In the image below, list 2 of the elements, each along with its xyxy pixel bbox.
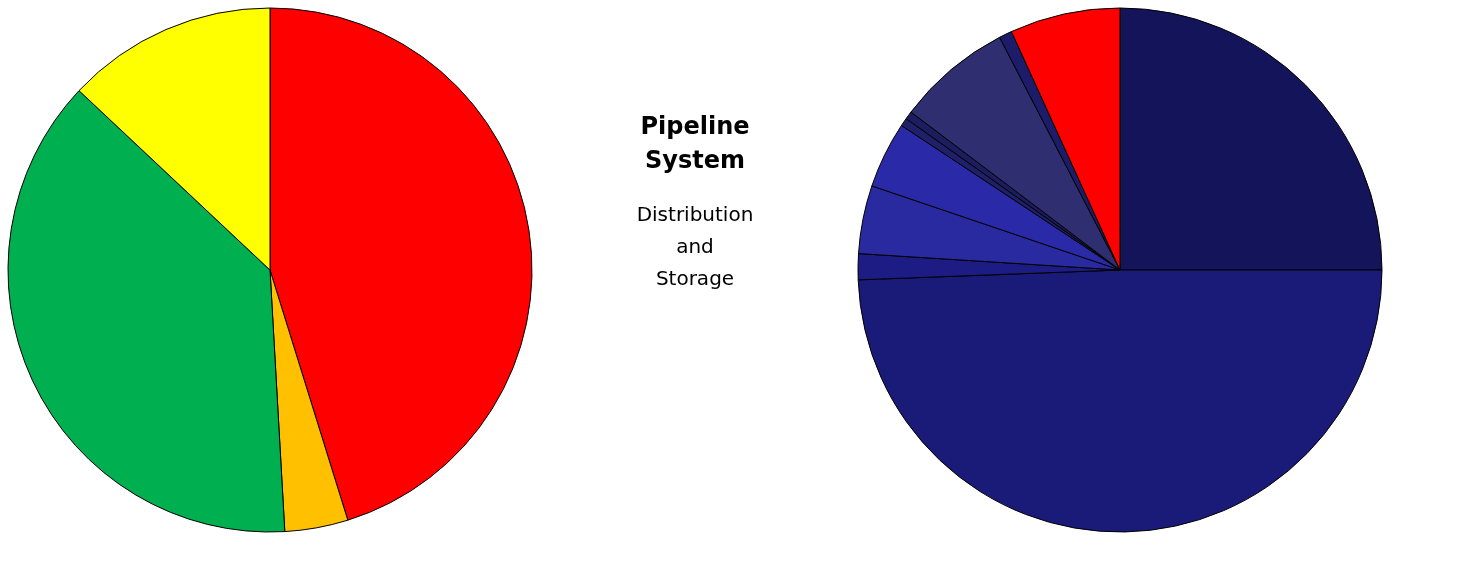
text: Pipeline System xyxy=(640,112,750,174)
text: Distribution and Storage xyxy=(636,202,754,290)
